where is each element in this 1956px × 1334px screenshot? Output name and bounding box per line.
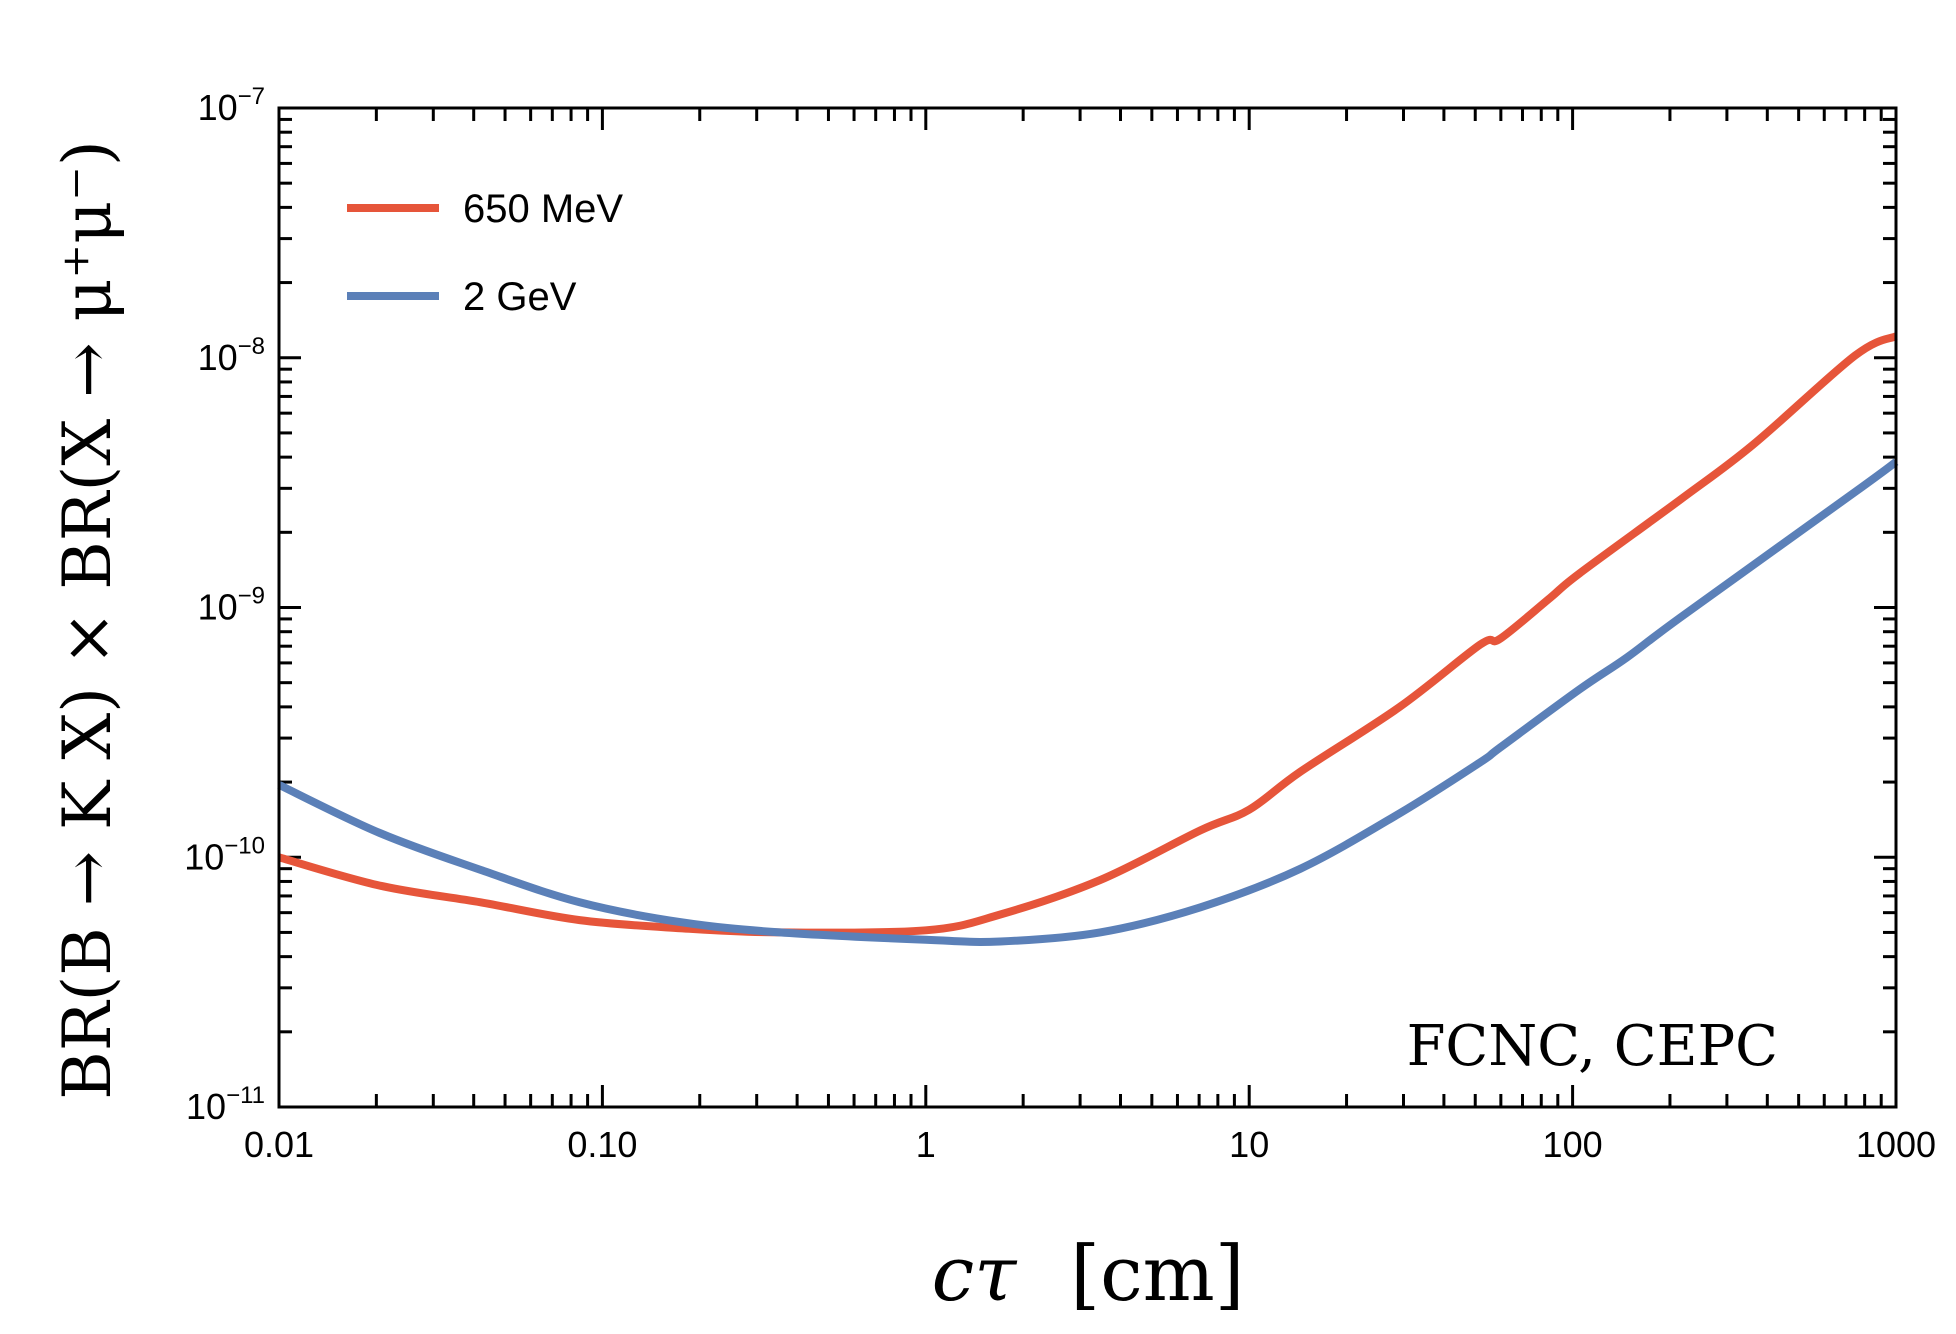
legend-label-650mev: 650 MeV: [463, 187, 623, 231]
y-axis-title: BR(B → K X) × BR(X → μ⁺μ⁻): [49, 140, 126, 1099]
y-tick-label-base: 10: [198, 337, 238, 378]
x-tick-label: 100: [1543, 1124, 1603, 1165]
y-tick-label: 10−11: [186, 1082, 265, 1127]
plot-frame: [277, 106, 1898, 1109]
y-tick-label: 10−7: [198, 83, 265, 128]
x-axis-title-unit: [cm]: [1070, 1229, 1244, 1318]
axis-ticks: [277, 106, 1898, 1109]
y-tick-label: 10−10: [184, 832, 265, 877]
x-tick-label: 0.01: [244, 1124, 314, 1165]
series-line-2-gev: [277, 458, 1899, 946]
x-tick-label: 1: [916, 1124, 936, 1165]
x-axis-title: cτ [cm]: [932, 1229, 1245, 1318]
legend: 650 MeV 2 GeV: [347, 187, 623, 319]
y-tick-label: 10−8: [198, 333, 265, 378]
y-tick-label-base: 10: [186, 1086, 226, 1127]
x-axis-title-var: cτ: [932, 1229, 1019, 1318]
data-curves: [277, 332, 1899, 946]
y-tick-label-base: 10: [198, 87, 238, 128]
x-tick-label: 0.10: [567, 1124, 637, 1165]
annotation-fcnc-cepc: FCNC, CEPC: [1407, 1014, 1778, 1079]
y-tick-label-base: 10: [184, 836, 224, 877]
y-tick-label-exponent: −10: [224, 832, 265, 859]
y-tick-label-exponent: −7: [238, 83, 265, 110]
y-tick-label-exponent: −9: [238, 583, 265, 610]
legend-label-2gev: 2 GeV: [463, 275, 577, 319]
y-tick-label-exponent: −11: [226, 1082, 265, 1109]
y-tick-label-exponent: −8: [238, 333, 265, 360]
x-tick-labels: 0.01 0.10 1 10 100 1000: [244, 1124, 1936, 1165]
y-tick-label-base: 10: [198, 587, 238, 628]
y-tick-label: 10−9: [198, 583, 265, 628]
series-line-650-mev: [277, 332, 1898, 937]
x-tick-label: 1000: [1856, 1124, 1936, 1165]
x-tick-label: 10: [1229, 1124, 1269, 1165]
